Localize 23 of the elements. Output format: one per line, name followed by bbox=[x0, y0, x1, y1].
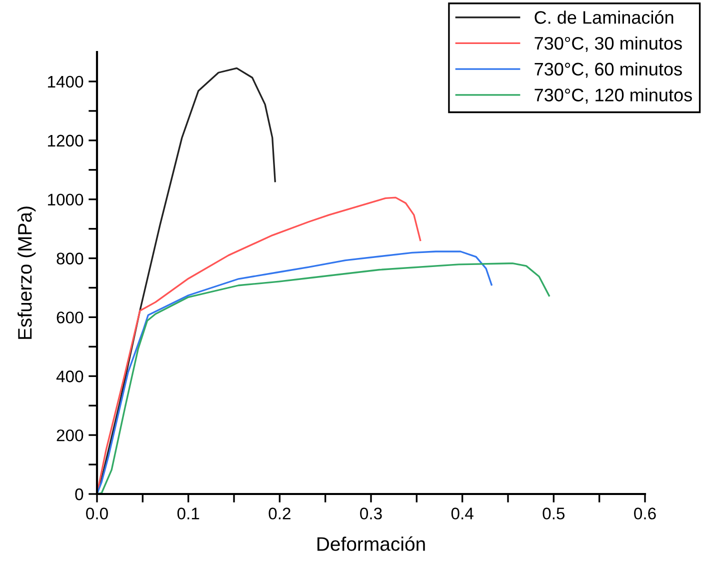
legend-label: 730°C, 60 minutos bbox=[534, 62, 682, 78]
y-tick-label: 0 bbox=[75, 488, 84, 500]
y-tick-label: 400 bbox=[56, 370, 84, 382]
legend-label: 730°C, 120 minutos bbox=[534, 88, 692, 104]
y-tick-label: 200 bbox=[56, 429, 84, 442]
x-tick-label: 0.2 bbox=[268, 508, 290, 520]
line-series bbox=[97, 250, 492, 494]
legend-label: C. de Laminación bbox=[534, 10, 674, 24]
legend-label: 730°C, 30 minutos bbox=[534, 36, 682, 52]
x-tick-label: 0.6 bbox=[634, 508, 656, 520]
y-tick-label: 1400 bbox=[48, 76, 84, 88]
y-tick-label: 600 bbox=[56, 312, 84, 324]
x-tick-label: 0.4 bbox=[451, 508, 474, 520]
x-tick-label: 0.1 bbox=[177, 508, 200, 520]
y-tick-label: 800 bbox=[56, 252, 84, 264]
y-tick-label: 1000 bbox=[48, 194, 84, 206]
line-series bbox=[97, 262, 550, 494]
x-tick-label: 0.5 bbox=[542, 508, 565, 520]
y-tick-label: 1200 bbox=[48, 134, 84, 147]
x-tick-label: 0.0 bbox=[86, 508, 108, 520]
x-axis-title: Deformación bbox=[317, 536, 425, 551]
x-tick-label: 0.3 bbox=[360, 508, 382, 520]
y-axis-title: Esfuerzo (MPa) bbox=[17, 206, 36, 339]
